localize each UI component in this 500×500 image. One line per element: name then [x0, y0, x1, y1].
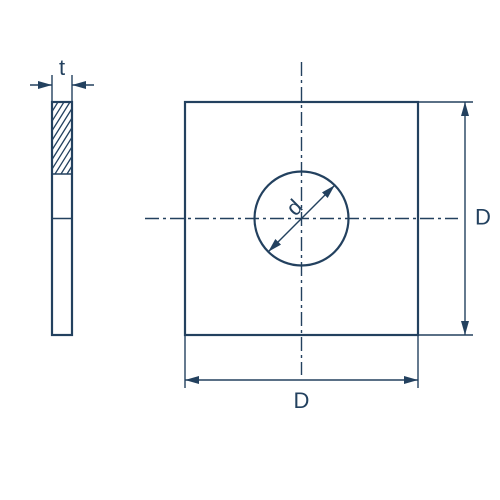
technical-drawing: tDDd [0, 0, 500, 500]
svg-text:t: t [59, 55, 65, 80]
svg-text:D: D [294, 388, 310, 413]
svg-text:D: D [475, 204, 491, 229]
